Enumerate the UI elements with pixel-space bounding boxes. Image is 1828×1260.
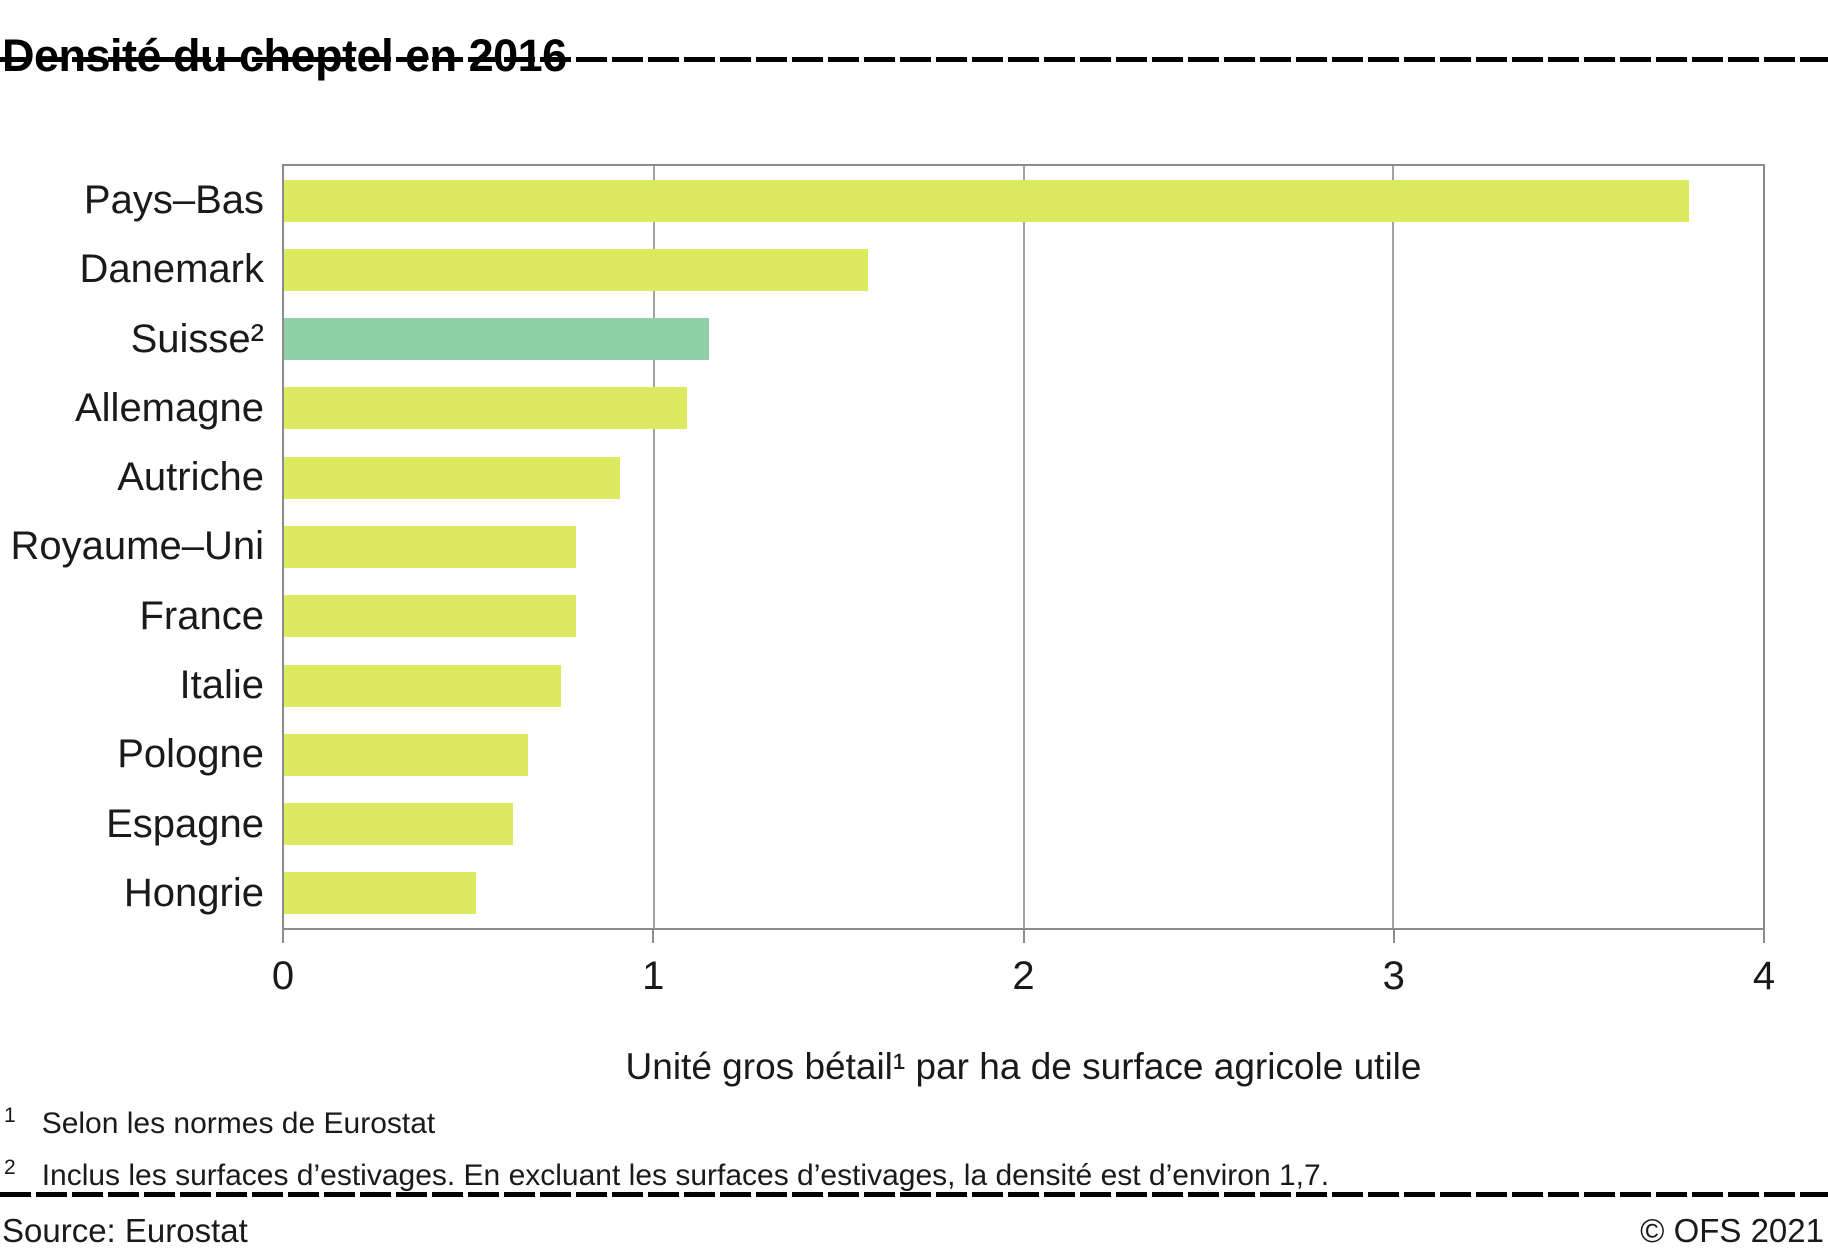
footnote-1-text: Selon les normes de Eurostat (41, 1107, 436, 1140)
x-tick-label-1: 1 (642, 954, 665, 998)
x-axis-title: Unité gros bétail¹ par ha de surface agr… (625, 1046, 1422, 1087)
bar-4 (284, 387, 688, 430)
bar-10 (284, 803, 514, 846)
footnote-2-marker: 2 (4, 1156, 16, 1179)
x-tick-2 (1022, 930, 1025, 943)
category-label-10: Espagne (106, 801, 264, 846)
bar-7 (284, 595, 577, 638)
category-label-11: Hongrie (123, 870, 264, 915)
bar-2 (284, 248, 869, 291)
chart-title: Densité du cheptel en 2016 (2, 30, 567, 82)
category-label-9: Pologne (117, 732, 264, 777)
footnote-1: 1 Selon les normes de Eurostat (4, 1094, 1824, 1146)
category-label-7: France (139, 593, 265, 638)
footnote-1-marker: 1 (4, 1104, 16, 1127)
x-tick-label-4: 4 (1752, 954, 1776, 998)
bar-1 (284, 179, 1690, 222)
footer-divider (0, 1192, 1828, 1197)
category-label-5: Autriche (117, 455, 264, 500)
x-tick-label-2: 2 (1012, 954, 1035, 998)
bar-5 (284, 456, 621, 499)
gridline-1 (652, 166, 655, 928)
gridline-3 (1392, 166, 1395, 928)
source-label: Source: Eurostat (2, 1212, 248, 1249)
category-label-1: Pays–Bas (83, 178, 264, 223)
category-label-2: Danemark (79, 247, 264, 292)
x-tick-label-0: 0 (271, 954, 295, 998)
bar-11 (284, 872, 477, 915)
footnote-2-text: Inclus les surfaces d’estivages. En excl… (41, 1159, 1330, 1192)
category-label-3: Suisse² (130, 316, 264, 361)
category-label-4: Allemagne (74, 385, 264, 430)
copyright-label: © OFS 2021 (1640, 1212, 1824, 1249)
x-tick-label-3: 3 (1382, 954, 1405, 998)
footnote-2: 2 Inclus les surfaces d’estivages. En exc… (4, 1146, 1824, 1198)
bar-6 (284, 526, 577, 568)
x-tick-3 (1392, 930, 1395, 943)
category-label-8: Italie (179, 663, 265, 708)
x-tick-0 (282, 930, 284, 943)
category-label-6: Royaume–Uni (10, 524, 264, 569)
title-divider (0, 57, 1828, 62)
footnotes: 1 Selon les normes de Eurostat 2 Inclus le… (4, 1094, 1824, 1198)
gridline-2 (1022, 166, 1025, 928)
bar-8 (284, 664, 562, 707)
x-tick-4 (1763, 930, 1765, 943)
bar-3 (284, 318, 710, 361)
bar-9 (284, 733, 529, 776)
x-tick-1 (652, 930, 655, 943)
x-axis: 0 1 2 3 4 (272, 930, 1775, 1020)
plot-area (282, 164, 1765, 930)
